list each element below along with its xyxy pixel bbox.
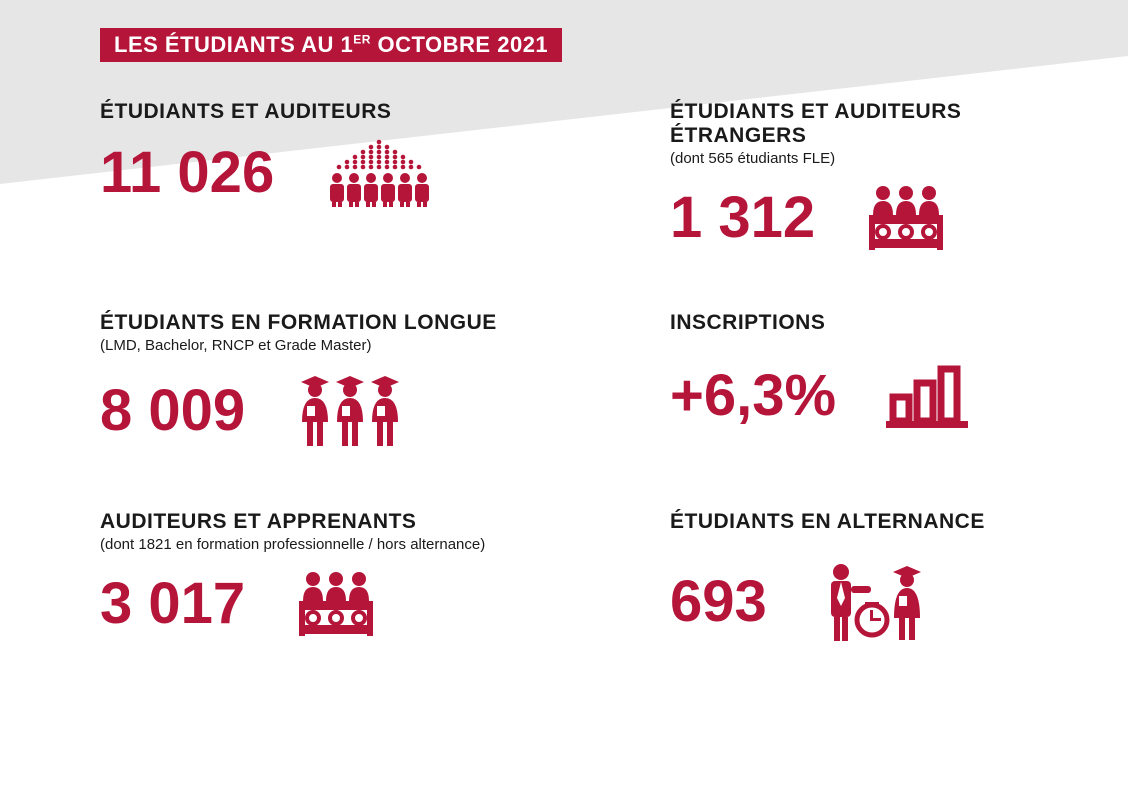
stat-title: ÉTUDIANTS ET AUDITEURS ÉTRANGERS <box>670 100 1028 148</box>
stats-grid: ÉTUDIANTS ET AUDITEURS 11 026 <box>100 100 1028 642</box>
stat-subtitle: (dont 1821 en formation professionnelle … <box>100 536 640 553</box>
table-people-icon <box>295 571 377 637</box>
stat-title: AUDITEURS ET APPRENANTS <box>100 510 640 534</box>
stat-title: ÉTUDIANTS ET AUDITEURS <box>100 100 640 124</box>
stat-total: ÉTUDIANTS ET AUDITEURS 11 026 <box>100 100 640 251</box>
stat-subtitle: (LMD, Bachelor, RNCP et Grade Master) <box>100 337 640 354</box>
stat-enrolments: INSCRIPTIONS +6,3% <box>670 311 1028 450</box>
page-title-banner: LES ÉTUDIANTS AU 1ER OCTOBRE 2021 <box>100 28 562 62</box>
table-people-icon <box>865 185 947 251</box>
banner-sup: ER <box>353 33 371 47</box>
stat-title: ÉTUDIANTS EN ALTERNANCE <box>670 510 1028 534</box>
graduates-icon <box>295 372 405 450</box>
stat-value: 3 017 <box>100 575 245 633</box>
mentor-student-icon <box>817 562 927 642</box>
stat-value: 693 <box>670 573 767 631</box>
stat-value: 11 026 <box>100 144 274 202</box>
banner-prefix: LES ÉTUDIANTS AU 1 <box>114 32 353 57</box>
stat-long: ÉTUDIANTS EN FORMATION LONGUE (LMD, Bach… <box>100 311 640 450</box>
stat-subtitle: (dont 565 étudiants FLE) <box>670 150 1028 167</box>
stat-value: +6,3% <box>670 367 836 425</box>
stat-alternance: ÉTUDIANTS EN ALTERNANCE 693 <box>670 510 1028 642</box>
banner-suffix: OCTOBRE 2021 <box>371 32 548 57</box>
stat-value: 8 009 <box>100 382 245 440</box>
bar-chart-icon <box>886 363 968 429</box>
page-content: LES ÉTUDIANTS AU 1ER OCTOBRE 2021 ÉTUDIA… <box>0 0 1128 642</box>
stat-value: 1 312 <box>670 189 815 247</box>
stat-title: ÉTUDIANTS EN FORMATION LONGUE <box>100 311 640 335</box>
stat-foreign: ÉTUDIANTS ET AUDITEURS ÉTRANGERS (dont 5… <box>670 100 1028 251</box>
stat-title: INSCRIPTIONS <box>670 311 1028 335</box>
crowd-icon <box>324 138 434 208</box>
stat-learners: AUDITEURS ET APPRENANTS (dont 1821 en fo… <box>100 510 640 642</box>
